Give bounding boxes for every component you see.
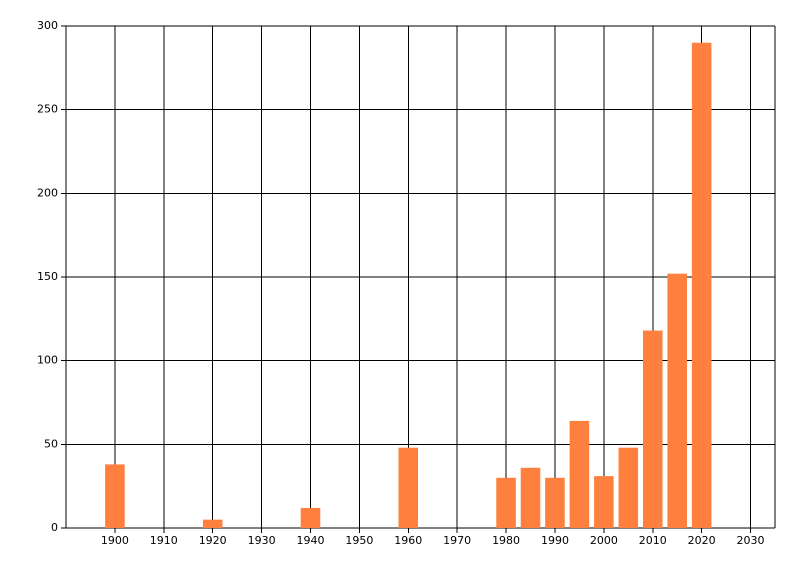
bar [105,464,125,528]
x-tick-label: 1980 [492,534,520,547]
bar [594,476,614,528]
x-tick-label: 2010 [639,534,667,547]
y-tick-label: 50 [44,437,58,450]
bar [300,507,321,528]
bar [569,420,590,528]
bar [520,467,541,528]
x-tick-label: 1900 [101,534,129,547]
x-tick-label: 2000 [590,534,618,547]
y-tick-label: 150 [37,270,58,283]
x-tick-label: 1970 [443,534,471,547]
x-tick-label: 2030 [737,534,765,547]
x-tick-label: 1960 [394,534,422,547]
x-tick-label: 1920 [199,534,227,547]
x-tick-label: 1930 [248,534,276,547]
bar [202,519,223,528]
bar [667,273,687,528]
y-tick-label: 200 [37,186,58,199]
x-tick-label: 2020 [688,534,716,547]
bar [691,42,712,528]
x-tick-label: 1910 [150,534,178,547]
y-tick-label: 250 [37,103,58,116]
x-tick-label: 1990 [541,534,569,547]
x-tick-label: 1950 [345,534,373,547]
bar [618,447,639,528]
y-tick-label: 100 [37,354,58,367]
y-tick-label: 0 [51,521,58,534]
bar [545,477,565,528]
bar [398,447,419,528]
x-tick-label: 1940 [296,534,324,547]
y-tick-label: 300 [37,19,58,32]
bar [642,330,663,528]
bar [496,477,516,528]
